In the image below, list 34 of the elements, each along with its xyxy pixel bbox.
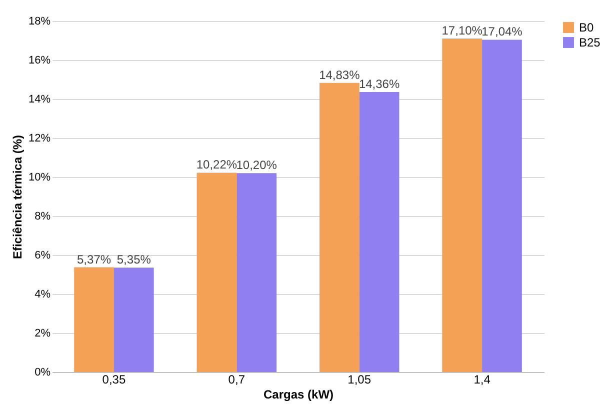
x-axis-title: Cargas (kW) — [263, 388, 334, 402]
y-tick-label: 4% — [34, 288, 51, 300]
bar — [319, 82, 360, 372]
bar — [482, 40, 522, 372]
legend-label: B0 — [579, 20, 594, 34]
data-label: 14,36% — [358, 76, 400, 91]
x-tick-label: 1,05 — [348, 372, 372, 386]
data-label: 14,83% — [319, 68, 360, 82]
bar — [114, 268, 154, 372]
x-tick-label: 1,4 — [474, 372, 491, 386]
y-tick-label: 2% — [34, 328, 51, 340]
bar — [74, 267, 114, 372]
y-tick-label: 0% — [34, 366, 51, 378]
data-label: 17,10% — [442, 24, 483, 38]
y-tick-label: 6% — [34, 250, 51, 262]
data-label: 5,35% — [116, 252, 152, 267]
data-label: 10,20% — [236, 158, 278, 172]
x-tick-label: 0,7 — [228, 372, 246, 386]
y-tick-label: 18% — [28, 16, 51, 28]
data-label: 10,22% — [196, 158, 238, 172]
bar — [442, 38, 482, 372]
bar — [359, 92, 400, 372]
y-tick-label: 8% — [34, 210, 51, 222]
y-tick-label: 14% — [28, 94, 51, 106]
data-label: 17,04% — [482, 24, 523, 39]
y-tick-label: 16% — [28, 54, 51, 66]
data-label: 5,37% — [77, 252, 112, 266]
y-axis-title: Eficiência térmica (%) — [10, 134, 24, 260]
x-tick-label: 0,35 — [102, 372, 126, 386]
y-tick-label: 10% — [28, 172, 51, 184]
bar — [196, 172, 237, 372]
legend-label: B25 — [579, 36, 601, 50]
bar — [236, 173, 277, 372]
y-tick-label: 12% — [28, 132, 51, 144]
